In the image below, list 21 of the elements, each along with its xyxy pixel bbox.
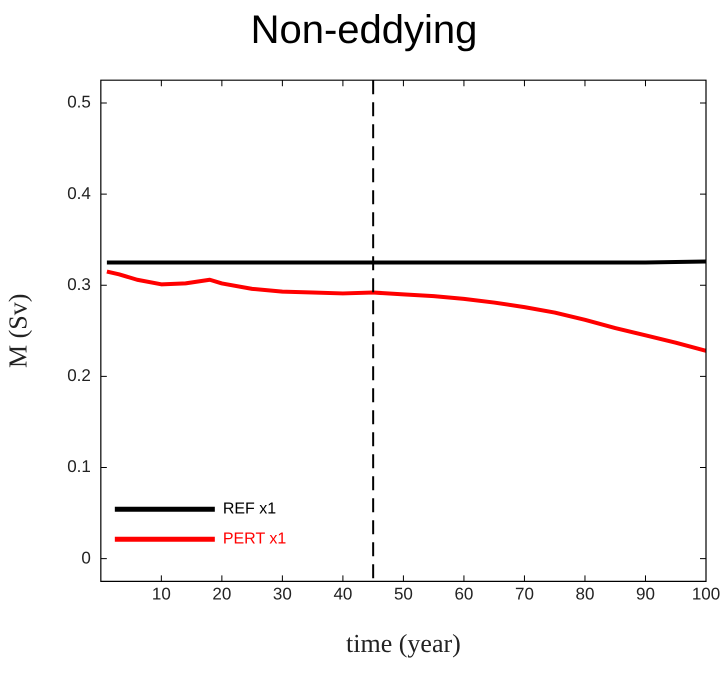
y-tick-label: 0.5 — [67, 92, 91, 112]
x-tick-label: 70 — [514, 584, 534, 604]
x-axis-title: time (year) — [346, 629, 461, 658]
y-tick-label: 0 — [81, 548, 91, 568]
x-tick-label: 80 — [576, 584, 594, 604]
y-tick-label: 0.3 — [67, 274, 91, 294]
x-tick-label: 40 — [333, 584, 352, 604]
text: REF x1 — [222, 500, 276, 518]
x-tick-label: 60 — [454, 584, 474, 604]
x-tick-label: 10 — [152, 584, 171, 604]
x-tick-label: 90 — [636, 584, 655, 604]
y-tick-label: 0.1 — [67, 457, 91, 476]
x-tick-label: 20 — [212, 584, 232, 604]
x-tick-label: 100 — [692, 584, 720, 604]
chart-title: Non-eddying — [250, 8, 478, 53]
text: PERT x1 — [222, 530, 286, 548]
y-tick-label: 0.2 — [67, 366, 91, 386]
y-axis-title: M (Sv) — [3, 294, 32, 368]
y-tick-label: 0.4 — [67, 184, 91, 203]
x-tick-label: 30 — [272, 584, 292, 604]
x-tick-label: 50 — [394, 584, 413, 604]
